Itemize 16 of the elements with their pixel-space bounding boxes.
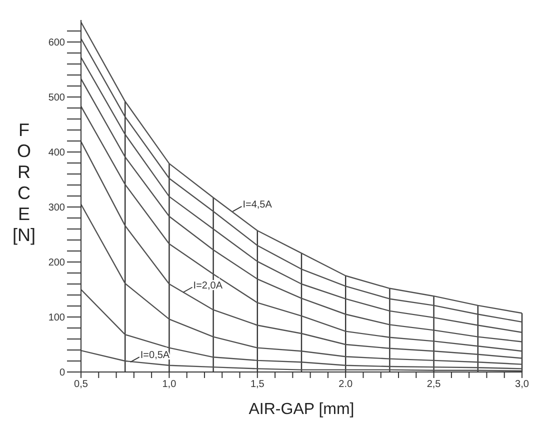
y-tick-label: 200 [48,258,66,269]
x-axis-title: AIR-GAP [mm] [248,401,354,418]
y-tick-label: 100 [48,312,66,324]
y-tick-label: 300 [48,202,66,214]
y-tick-label: 600 [48,38,66,49]
y-tick-label: 0 [59,368,66,379]
annotation: I=4,5A [242,199,272,210]
y-tick-label: 400 [48,148,66,159]
y-axis-title: FORCE [N] [12,120,36,245]
x-tick-label: 2,5 [426,379,442,390]
x-tick-label: 2.0 [338,379,353,390]
y-tick-label: 500 [48,92,66,104]
x-tick-label: 1,5 [250,379,265,390]
x-tick-label: 0,5 [74,379,88,390]
x-tick-label: 3,0 [515,379,530,390]
x-tick-label: 1,0 [162,379,177,390]
